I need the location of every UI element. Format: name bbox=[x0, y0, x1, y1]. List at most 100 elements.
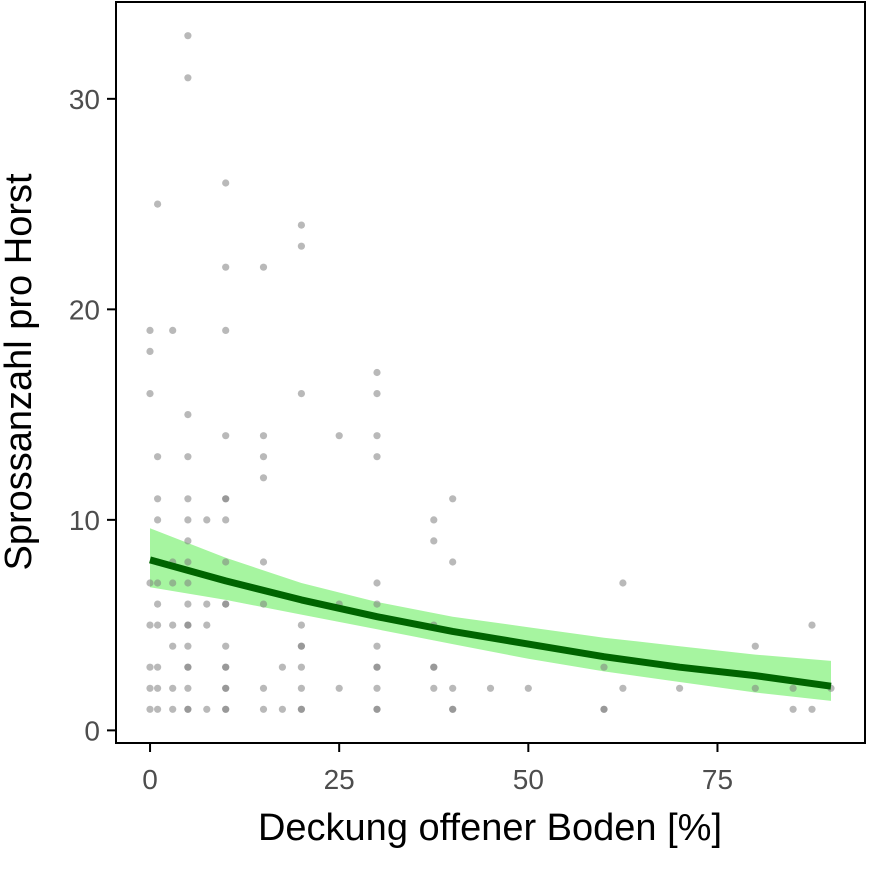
data-point bbox=[169, 579, 177, 587]
data-point bbox=[222, 684, 230, 692]
data-point bbox=[184, 684, 192, 692]
data-point bbox=[278, 705, 286, 713]
x-tick-label: 75 bbox=[702, 764, 733, 795]
data-point bbox=[373, 600, 381, 608]
data-point bbox=[154, 684, 162, 692]
data-point bbox=[154, 579, 162, 587]
data-point bbox=[278, 663, 286, 671]
data-point bbox=[789, 705, 797, 713]
data-point bbox=[259, 705, 268, 713]
data-point bbox=[146, 705, 154, 713]
data-point bbox=[259, 600, 268, 608]
data-point bbox=[430, 516, 438, 524]
data-point bbox=[154, 621, 162, 629]
data-point bbox=[297, 684, 305, 692]
data-point bbox=[373, 642, 381, 650]
data-point bbox=[184, 642, 192, 650]
data-point bbox=[169, 705, 177, 713]
data-point bbox=[184, 558, 192, 566]
data-point bbox=[259, 432, 268, 440]
data-point bbox=[146, 684, 154, 692]
data-point bbox=[146, 390, 154, 398]
data-point bbox=[430, 684, 438, 692]
data-point bbox=[486, 684, 495, 692]
y-axis-title: Sprossanzahl pro Horst bbox=[0, 173, 40, 571]
data-point bbox=[373, 432, 381, 440]
data-point bbox=[373, 705, 381, 713]
y-tick-label: 20 bbox=[69, 294, 100, 325]
data-point bbox=[184, 32, 192, 40]
data-point bbox=[808, 621, 816, 629]
data-point bbox=[373, 579, 381, 587]
data-point bbox=[297, 705, 305, 713]
data-point bbox=[222, 432, 230, 440]
y-tick-label: 30 bbox=[69, 84, 100, 115]
y-tick-label: 0 bbox=[84, 715, 100, 746]
data-point bbox=[751, 684, 759, 692]
data-point bbox=[203, 621, 211, 629]
data-point bbox=[146, 326, 154, 334]
data-point bbox=[524, 684, 532, 692]
data-point bbox=[184, 495, 192, 503]
data-point bbox=[146, 621, 154, 629]
data-point bbox=[449, 495, 457, 503]
data-point bbox=[203, 600, 211, 608]
data-point bbox=[297, 621, 305, 629]
data-point bbox=[222, 663, 230, 671]
data-point bbox=[297, 663, 305, 671]
data-point bbox=[619, 684, 627, 692]
data-point bbox=[184, 621, 192, 629]
x-axis-title: Deckung offener Boden [%] bbox=[258, 807, 722, 849]
data-point bbox=[169, 684, 177, 692]
data-points-layer bbox=[146, 32, 835, 713]
data-point bbox=[259, 474, 268, 482]
data-point bbox=[335, 432, 343, 440]
data-point bbox=[222, 642, 230, 650]
data-point bbox=[184, 579, 192, 587]
data-point bbox=[184, 453, 192, 461]
data-point bbox=[373, 663, 381, 671]
data-point bbox=[184, 74, 192, 82]
data-point bbox=[184, 537, 192, 545]
data-point bbox=[619, 579, 627, 587]
data-point bbox=[449, 705, 457, 713]
data-point bbox=[751, 642, 759, 650]
data-point bbox=[430, 663, 438, 671]
x-tick-label: 0 bbox=[142, 764, 158, 795]
data-point bbox=[373, 390, 381, 398]
data-point bbox=[297, 221, 305, 229]
data-point bbox=[222, 600, 230, 608]
data-point bbox=[203, 516, 211, 524]
data-point bbox=[373, 368, 381, 377]
data-point bbox=[335, 684, 343, 692]
confidence-band bbox=[150, 528, 831, 701]
data-point bbox=[184, 663, 192, 671]
plot-panel-border bbox=[115, 1, 866, 744]
data-point bbox=[808, 705, 816, 713]
data-point bbox=[676, 684, 684, 692]
data-point bbox=[169, 621, 177, 629]
data-point bbox=[449, 684, 457, 692]
data-point bbox=[373, 684, 381, 692]
data-point bbox=[789, 684, 797, 692]
data-point bbox=[222, 179, 230, 187]
data-point bbox=[259, 684, 268, 692]
data-point bbox=[154, 663, 162, 671]
x-axis-ticks: 0 25 50 75 bbox=[142, 743, 733, 795]
data-point bbox=[600, 705, 608, 713]
data-point bbox=[373, 453, 381, 461]
data-point bbox=[184, 411, 192, 419]
data-point bbox=[146, 347, 154, 355]
data-point bbox=[222, 263, 230, 271]
data-point bbox=[184, 600, 192, 608]
x-tick-label: 25 bbox=[324, 764, 355, 795]
data-point bbox=[154, 200, 162, 208]
data-point bbox=[259, 453, 268, 461]
data-point bbox=[430, 537, 438, 545]
data-point bbox=[154, 705, 162, 713]
data-point bbox=[154, 495, 162, 503]
data-point bbox=[222, 495, 230, 503]
data-point bbox=[222, 516, 230, 524]
data-point bbox=[154, 516, 162, 524]
